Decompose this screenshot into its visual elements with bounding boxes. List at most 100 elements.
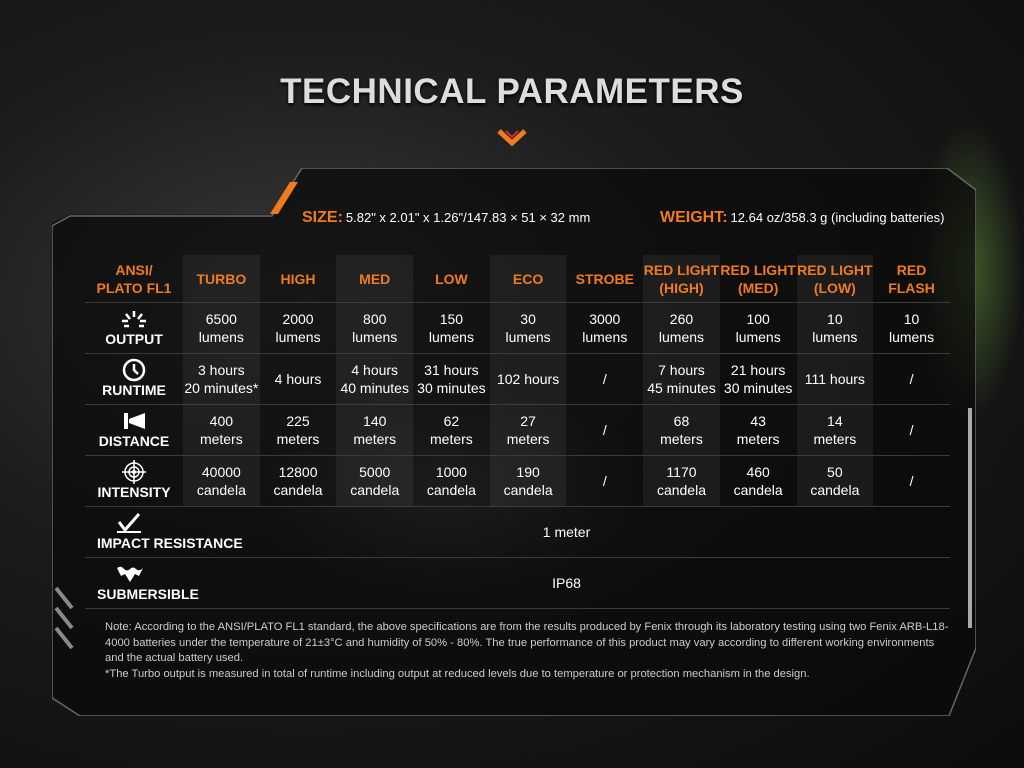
table-cell: / xyxy=(873,405,950,455)
cell-value: lumens xyxy=(505,329,551,345)
cell-value: 40000 xyxy=(201,464,241,480)
cell-value: candela xyxy=(426,482,476,498)
mode-label: RED xyxy=(896,261,927,278)
table-cell: 111 hours xyxy=(796,354,874,404)
cell-value: lumens xyxy=(812,329,858,345)
cell-value: 68 xyxy=(673,413,690,429)
cell-value: candela xyxy=(350,482,400,498)
table-cell: 260 lumens xyxy=(643,303,720,353)
mode-label: TURBO xyxy=(196,270,247,287)
weight-value: 12.64 oz/358.3 g (including batteries) xyxy=(730,210,945,225)
cell-value: / xyxy=(909,422,914,438)
cell-value: 190 xyxy=(516,464,540,480)
table-cell: 5000 candela xyxy=(336,456,414,506)
cell-value: 10 xyxy=(827,311,843,327)
mode-label: FLASH xyxy=(888,279,935,296)
table-row-output: OUTPUT 6500 lumens 2000 lumens 800 lumens 150 lu… xyxy=(85,303,950,354)
mode-header: RED LIGHT (HIGH) xyxy=(643,255,720,302)
mode-header: RED LIGHT (MED) xyxy=(720,255,797,302)
cell-value: meters xyxy=(506,431,550,447)
cell-value: / xyxy=(602,371,607,387)
weight-label: WEIGHT: xyxy=(660,209,728,226)
cell-value: 400 xyxy=(209,413,234,429)
table-cell: 3 hours 20 minutes* xyxy=(183,354,260,404)
cell-value: meters xyxy=(430,431,473,447)
table-cell: 800 lumens xyxy=(336,303,414,353)
standard-label: PLATO FL1 xyxy=(96,279,172,296)
weight-spec: WEIGHT: 12.64 oz/358.3 g (including batte… xyxy=(660,209,944,227)
mode-label: HIGH xyxy=(280,270,316,287)
chevron-down-icon xyxy=(497,129,527,147)
cell-value: 140 xyxy=(363,413,387,429)
table-cell: / xyxy=(873,456,950,506)
note-text: Note: According to the ANSI/PLATO FL1 st… xyxy=(105,621,949,664)
table-cell: 4 hours xyxy=(260,354,337,404)
mode-header: HIGH xyxy=(260,255,337,302)
cell-value: meters xyxy=(736,431,780,447)
table-cell: 4 hours 40 minutes xyxy=(336,354,414,404)
table-cell: 12800 candela xyxy=(260,456,337,506)
impact-icon xyxy=(115,512,143,534)
table-cell: 50 candela xyxy=(796,456,874,506)
table-cell: 31 hours 30 minutes xyxy=(413,354,490,404)
cell-value: 62 xyxy=(443,413,460,429)
cell-value: 21 hours xyxy=(730,362,786,378)
cell-value: meters xyxy=(199,431,243,447)
table-cell: / xyxy=(873,354,950,404)
mode-label: ECO xyxy=(512,270,544,287)
cell-value: 260 xyxy=(669,311,694,327)
spec-panel xyxy=(52,168,976,716)
cell-value: / xyxy=(909,371,914,387)
cell-value: 150 xyxy=(439,311,464,327)
mode-header: RED FLASH xyxy=(873,255,950,302)
cell-value: meters xyxy=(276,431,320,447)
cell-value: lumens xyxy=(198,329,244,345)
cell-value: 12800 xyxy=(278,464,318,480)
cell-value: candela xyxy=(810,482,860,498)
table-row-wide: IMPACT RESISTANCE 1 meter xyxy=(85,507,950,558)
cell-value: 7 hours xyxy=(658,362,705,378)
cell-value: 30 minutes xyxy=(417,380,486,396)
table-cell: 102 hours xyxy=(489,354,567,404)
table-row-distance: DISTANCE 400 meters 225 meters 140 meters 62 met… xyxy=(85,405,950,456)
table-cell: 21 hours 30 minutes xyxy=(720,354,797,404)
cell-value: 30 xyxy=(520,311,536,327)
row-label: RUNTIME xyxy=(102,382,166,398)
cell-value: / xyxy=(602,473,607,489)
cell-value: 27 xyxy=(520,413,536,429)
table-cell: 100 lumens xyxy=(720,303,797,353)
mode-label: MED xyxy=(359,270,391,287)
row-label: OUTPUT xyxy=(105,331,163,347)
table-cell: 10 lumens xyxy=(796,303,874,353)
cell-value: 102 hours xyxy=(496,371,560,387)
table-row-runtime: RUNTIME 3 hours 20 minutes* 4 hours 4 hours 4… xyxy=(85,354,950,405)
cell-value: 50 xyxy=(827,464,843,480)
table-cell: 10 lumens xyxy=(873,303,950,353)
panel-frame xyxy=(52,168,976,716)
table-cell: 2000 lumens xyxy=(260,303,337,353)
cell-value: 111 hours xyxy=(804,371,865,387)
clock-icon xyxy=(122,358,146,382)
cell-value: / xyxy=(602,422,607,438)
cell-value: 3000 xyxy=(589,311,621,327)
cell-value: lumens xyxy=(275,329,321,345)
mode-label: LOW xyxy=(435,270,468,287)
cell-value: lumens xyxy=(352,329,398,345)
cell-value: lumens xyxy=(582,329,628,345)
mode-header: LOW xyxy=(413,255,490,302)
table-cell: 190 candela xyxy=(489,456,567,506)
cell-value: 45 minutes xyxy=(647,380,716,396)
table-cell: / xyxy=(566,405,643,455)
table-cell: 150 lumens xyxy=(413,303,490,353)
size-spec: SIZE: 5.82" x 2.01" x 1.26"/147.83 × 51 ×… xyxy=(302,209,590,227)
table-cell: 14 meters xyxy=(796,405,874,455)
table-cell: 1170 candela xyxy=(643,456,720,506)
table-cell: 3000 lumens xyxy=(566,303,643,353)
standard-header: ANSI/PLATO FL1 xyxy=(85,255,183,302)
cell-value: meters xyxy=(813,431,857,447)
footnote-text: *The Turbo output is measured in total o… xyxy=(105,667,810,680)
mode-label: RED LIGHT xyxy=(643,261,720,278)
table-cell: 400 meters xyxy=(183,405,260,455)
cell-value: candela xyxy=(196,482,246,498)
size-label: SIZE: xyxy=(302,209,343,226)
